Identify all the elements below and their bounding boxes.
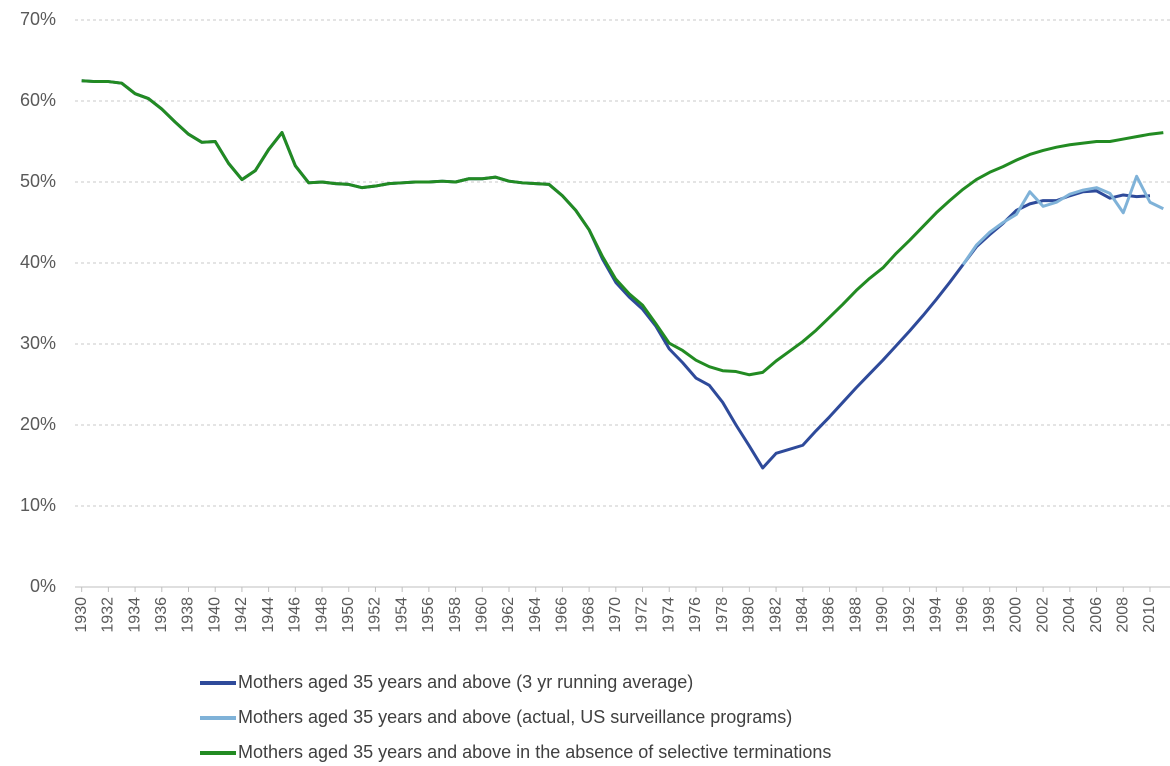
x-tick-label: 1942 xyxy=(233,597,250,633)
y-tick-label: 50% xyxy=(20,171,56,191)
y-tick-label: 30% xyxy=(20,333,56,353)
y-tick-label: 70% xyxy=(20,9,56,29)
x-tick-label: 1956 xyxy=(420,597,437,633)
x-tick-label: 1980 xyxy=(741,597,758,633)
x-tick-label: 1990 xyxy=(874,597,891,633)
y-tick-label: 40% xyxy=(20,252,56,272)
x-tick-label: 1996 xyxy=(954,597,971,633)
x-tick-label: 1966 xyxy=(554,597,571,633)
x-tick-label: 1972 xyxy=(634,597,651,633)
x-tick-label: 1944 xyxy=(260,597,277,633)
x-tick-label: 1950 xyxy=(340,597,357,633)
series-line xyxy=(961,174,1164,266)
x-tick-label: 2002 xyxy=(1034,597,1051,633)
y-tick-label: 20% xyxy=(20,414,56,434)
legend-label: Mothers aged 35 years and above (3 yr ru… xyxy=(238,672,693,692)
x-tick-label: 1954 xyxy=(393,597,410,633)
x-tick-label: 1964 xyxy=(527,597,544,633)
x-tick-label: 1938 xyxy=(180,597,197,633)
x-tick-label: 1974 xyxy=(660,597,677,633)
x-tick-label: 1986 xyxy=(821,597,838,633)
x-tick-label: 1946 xyxy=(287,597,304,633)
x-tick-label: 1960 xyxy=(474,597,491,633)
y-tick-label: 60% xyxy=(20,90,56,110)
y-tick-label: 10% xyxy=(20,495,56,515)
y-tick-label: 0% xyxy=(30,576,56,596)
x-tick-label: 2010 xyxy=(1141,597,1158,633)
x-tick-label: 1962 xyxy=(500,597,517,633)
x-tick-label: 1992 xyxy=(901,597,918,633)
x-tick-label: 1930 xyxy=(73,597,90,633)
x-tick-label: 1932 xyxy=(100,597,117,633)
x-tick-label: 2006 xyxy=(1088,597,1105,633)
x-tick-label: 1976 xyxy=(687,597,704,633)
x-tick-label: 1952 xyxy=(367,597,384,633)
x-tick-label: 1958 xyxy=(447,597,464,633)
x-tick-label: 1940 xyxy=(206,597,223,633)
x-tick-label: 1984 xyxy=(794,597,811,633)
x-tick-label: 2004 xyxy=(1061,597,1078,633)
x-tick-label: 1968 xyxy=(580,597,597,633)
x-tick-label: 1978 xyxy=(714,597,731,633)
x-tick-label: 1982 xyxy=(767,597,784,633)
x-tick-label: 1934 xyxy=(126,597,143,633)
x-tick-label: 1948 xyxy=(313,597,330,633)
x-tick-label: 1994 xyxy=(928,597,945,633)
x-tick-label: 1970 xyxy=(607,597,624,633)
x-tick-label: 1998 xyxy=(981,597,998,633)
x-tick-label: 1988 xyxy=(847,597,864,633)
x-tick-label: 2008 xyxy=(1114,597,1131,633)
series-line xyxy=(81,79,1151,470)
legend-label: Mothers aged 35 years and above (actual,… xyxy=(238,707,792,727)
legend-label: Mothers aged 35 years and above in the a… xyxy=(238,742,831,762)
series-line xyxy=(81,79,1164,377)
x-tick-label: 2000 xyxy=(1008,597,1025,633)
x-tick-label: 1936 xyxy=(153,597,170,633)
